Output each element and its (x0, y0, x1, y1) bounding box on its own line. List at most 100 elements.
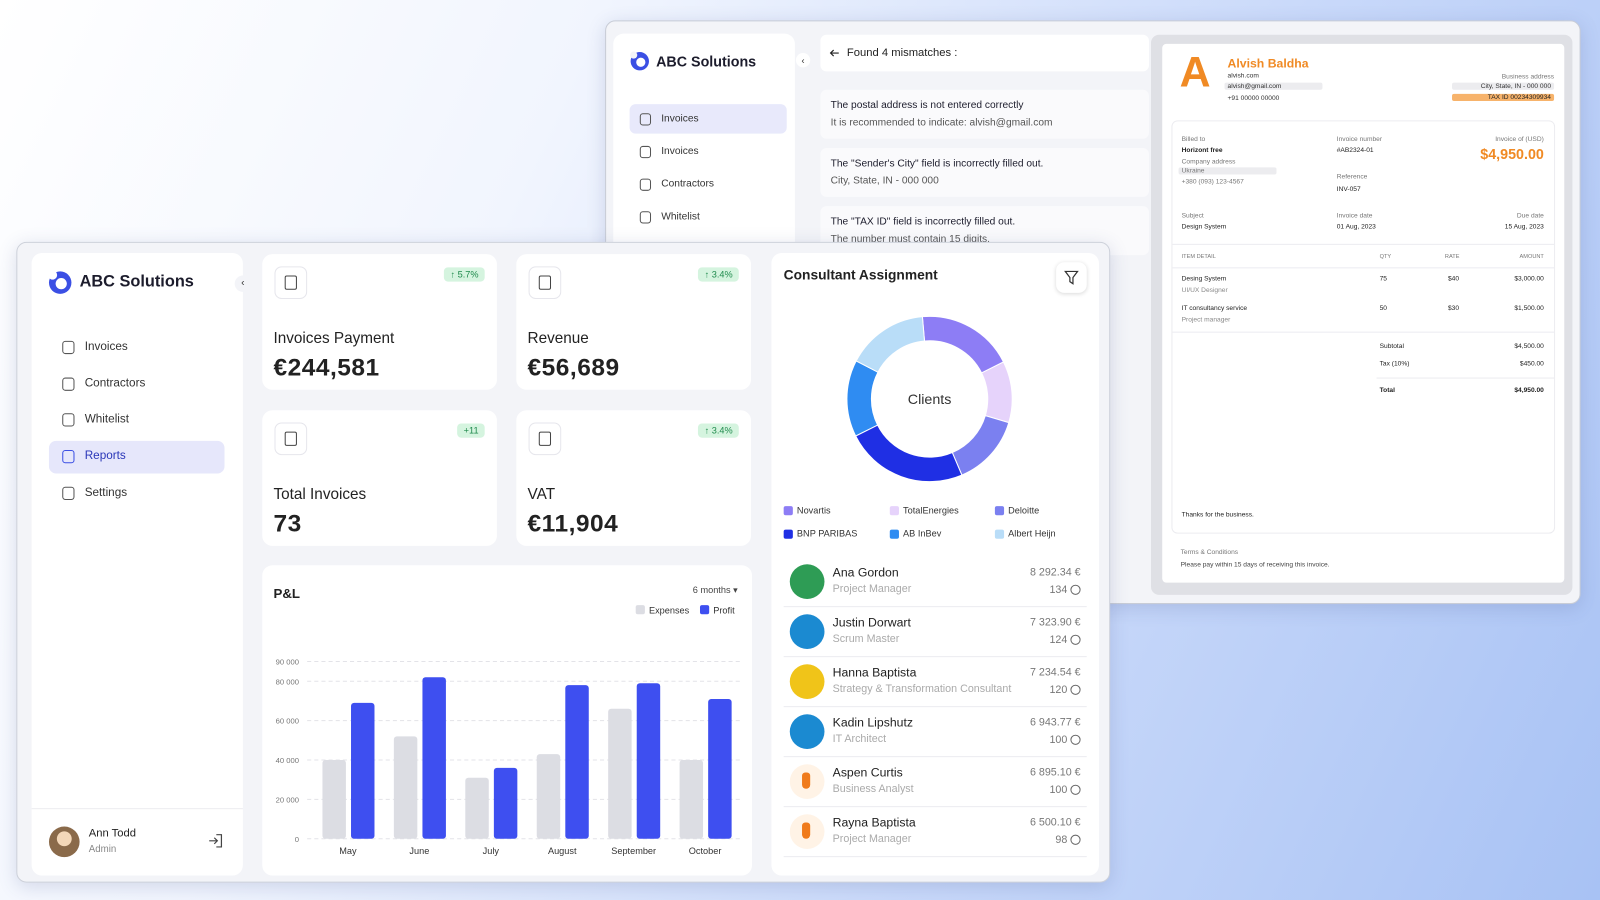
stat-icon (528, 422, 562, 456)
label: Reference (1336, 173, 1368, 181)
bar (565, 685, 589, 839)
clock-icon (1070, 634, 1081, 645)
consultant-avatar (789, 714, 825, 749)
invoice-number: #AB2324-01 (1336, 146, 1374, 155)
bar (636, 683, 661, 839)
divider (783, 606, 1087, 608)
consultant-role: IT Architect (832, 732, 887, 745)
nav-item[interactable]: Invoices (661, 145, 699, 158)
x-tick-label: June (409, 846, 429, 856)
active-nav-bg (48, 440, 225, 474)
nav-item[interactable]: Whitelist (84, 413, 130, 426)
clock-icon (1070, 834, 1081, 845)
chart-title: P&L (273, 585, 300, 602)
donut-segment (951, 414, 1010, 476)
nav-item[interactable]: Invoices (84, 340, 128, 354)
y-tick-label: 0 (295, 835, 299, 844)
divider (783, 806, 1087, 808)
label: Invoice of (USD) (1495, 135, 1544, 143)
total-value: $4,500.00 (1514, 342, 1544, 350)
stat-card: ↑ 3.4% VAT €11,904 (516, 410, 752, 546)
legend-label: Profit (713, 605, 735, 615)
active-nav-bg (629, 104, 787, 134)
period-selector[interactable]: 6 months ▾ (692, 584, 738, 595)
nav-item[interactable]: Settings (84, 486, 128, 499)
item-rate: $30 (1447, 305, 1460, 313)
stat-change: ↑ 3.4% (698, 423, 739, 438)
stat-label: VAT (527, 485, 556, 504)
brand: ABC Solutions (79, 273, 194, 291)
avatar (48, 826, 80, 858)
nav-item[interactable]: Reports (84, 449, 126, 463)
bar (679, 759, 704, 839)
mismatch-detail: City, State, IN - 000 000 (830, 175, 939, 187)
consultant-card: Consultant Assignment Clients Novartis To… (771, 253, 1099, 876)
divider (1172, 267, 1555, 269)
nav-item[interactable]: Contractors (84, 377, 146, 390)
nav-item[interactable]: Whitelist (661, 211, 700, 223)
sidebar (613, 33, 795, 274)
total-label: Subtotal (1379, 342, 1404, 350)
stat-icon (528, 266, 562, 299)
label: Company address (1181, 158, 1236, 166)
legend-label: BNP PARIBAS (796, 528, 858, 539)
mismatch-item: The postal address is not entered correc… (820, 89, 1149, 139)
stat-label: Total Invoices (273, 485, 367, 504)
consultant-avatar (789, 664, 825, 699)
x-tick-label: October (689, 846, 722, 856)
consultant-role: Scrum Master (832, 632, 900, 645)
bar (465, 777, 489, 839)
consultant-role: Project Manager (832, 832, 912, 845)
pnl-card: P&L 6 months ▾ 0 20 000 40 000 60 000 80 000… (262, 565, 753, 876)
back-arrow[interactable] (829, 48, 840, 58)
label: Invoice number (1336, 135, 1383, 143)
logout-button[interactable] (207, 833, 223, 849)
mismatch-title: The "TAX ID" field is incorrectly filled… (830, 216, 1016, 228)
item-rate: $40 (1447, 275, 1460, 283)
nav-item[interactable]: Contractors (661, 178, 714, 190)
stat-card: ↑ 5.7% Invoices Payment €244,581 (262, 254, 497, 390)
item-amount: $3,000.00 (1514, 275, 1544, 283)
bar (608, 708, 632, 839)
consultant-avatar (789, 614, 825, 649)
y-tick-label: 40 000 (276, 756, 299, 765)
nav-icon (62, 486, 75, 500)
consultant-name: Ana Gordon (832, 565, 899, 580)
table-header: ITEM DETAIL (1181, 254, 1216, 261)
stat-label: Invoices Payment (273, 329, 395, 347)
clock-icon (1070, 734, 1081, 745)
icon-glyph (284, 275, 297, 290)
divider (1376, 377, 1555, 379)
sidebar (31, 253, 243, 876)
invoice-date: 01 Aug, 2023 (1336, 223, 1376, 231)
client-phone: +380 (093) 123-4567 (1181, 178, 1244, 186)
legend-swatch (783, 506, 793, 516)
consultant-amount: 6 500.10 € (1029, 816, 1081, 829)
table-header: AMOUNT (1519, 254, 1544, 261)
nav-icon (639, 178, 652, 191)
total-label: Tax (10%) (1379, 360, 1410, 368)
avatar-glyph (802, 772, 811, 789)
stat-card: ↑ 3.4% Revenue €56,689 (516, 254, 752, 390)
bar (708, 698, 732, 839)
item-amount: $1,500.00 (1514, 305, 1544, 313)
invoice-logo: A (1179, 47, 1211, 96)
icon-glyph (284, 431, 297, 446)
client-country: Ukraine (1178, 167, 1277, 175)
dashboard-window: ABC Solutions ‹ Ann Todd Admin P&L 6 mon… (16, 241, 1111, 883)
invoice-amount: $4,950.00 (1480, 145, 1544, 163)
chart-title: Consultant Assignment (783, 267, 938, 283)
bar (322, 759, 346, 839)
legend-swatch (889, 529, 899, 539)
nav-item[interactable]: Invoices (661, 113, 699, 125)
consultant-name: Justin Dorwart (832, 615, 911, 630)
collapse-button[interactable]: ‹ (234, 275, 252, 292)
collapse-button[interactable]: ‹ (795, 53, 811, 68)
divider (1172, 331, 1555, 333)
nav-icon (639, 211, 652, 224)
filter-button[interactable] (1056, 262, 1087, 293)
consultant-avatar (789, 564, 825, 599)
legend-label: Expenses (649, 605, 690, 615)
label: Billed to (1181, 135, 1206, 143)
